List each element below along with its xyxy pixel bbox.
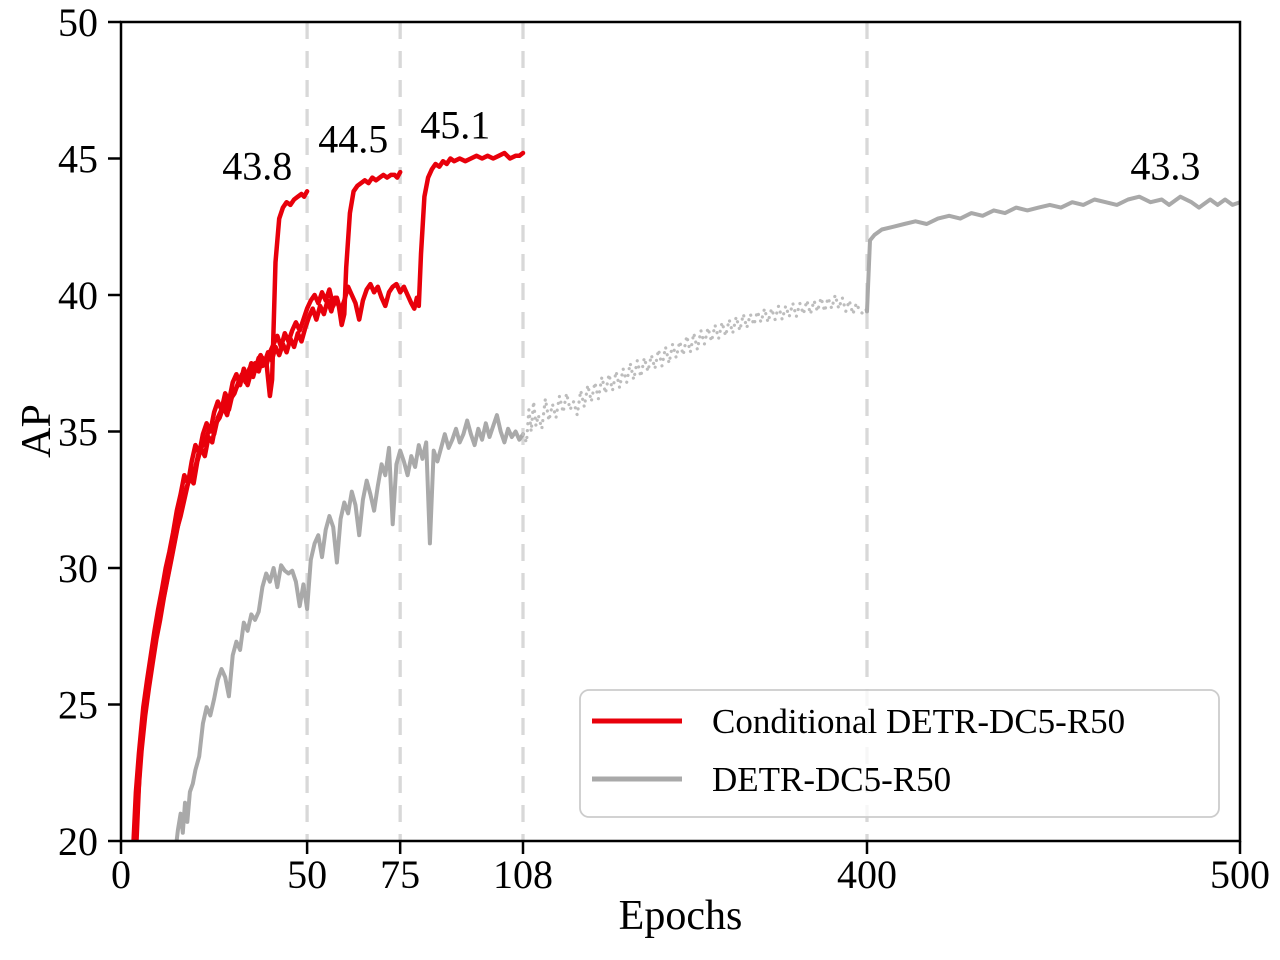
y-tick-label-45: 45 <box>58 137 98 182</box>
x-axis-label: Epochs <box>619 893 743 939</box>
y-tick-label-30: 30 <box>58 546 98 591</box>
y-axis-label: AP <box>14 404 60 458</box>
series-line-3 <box>174 413 525 841</box>
legend-box <box>579 689 1220 818</box>
legend-label-0: Conditional DETR-DC5-R50 <box>712 702 1125 741</box>
x-tick-label-500: 500 <box>1210 852 1270 897</box>
series-line-5 <box>865 194 1240 314</box>
ap-annotation-43-3: 43.3 <box>1130 144 1200 189</box>
legend: Conditional DETR-DC5-R50 DETR-DC5-R50 <box>579 689 1220 818</box>
legend-label-1: DETR-DC5-R50 <box>712 760 951 799</box>
ap-annotation-43-8: 43.8 <box>222 144 292 189</box>
x-tick-label-50: 50 <box>287 852 327 897</box>
y-tick-label-40: 40 <box>58 273 98 318</box>
y-tick-label-20: 20 <box>58 819 98 864</box>
y-tick-label-50: 50 <box>58 0 98 45</box>
x-tick-label-0: 0 <box>111 852 131 897</box>
x-tick-label-108: 108 <box>493 852 553 897</box>
ap-annotation-45-1: 45.1 <box>420 103 490 148</box>
series-line-4 <box>521 293 869 444</box>
y-tick-label-25: 25 <box>58 683 98 728</box>
series-line-2 <box>134 150 526 841</box>
x-tick-label-400: 400 <box>837 852 897 897</box>
ap-annotation-44-5: 44.5 <box>318 116 388 161</box>
y-tick-label-35: 35 <box>58 410 98 455</box>
plot-area <box>131 150 1240 841</box>
x-tick-label-75: 75 <box>380 852 420 897</box>
